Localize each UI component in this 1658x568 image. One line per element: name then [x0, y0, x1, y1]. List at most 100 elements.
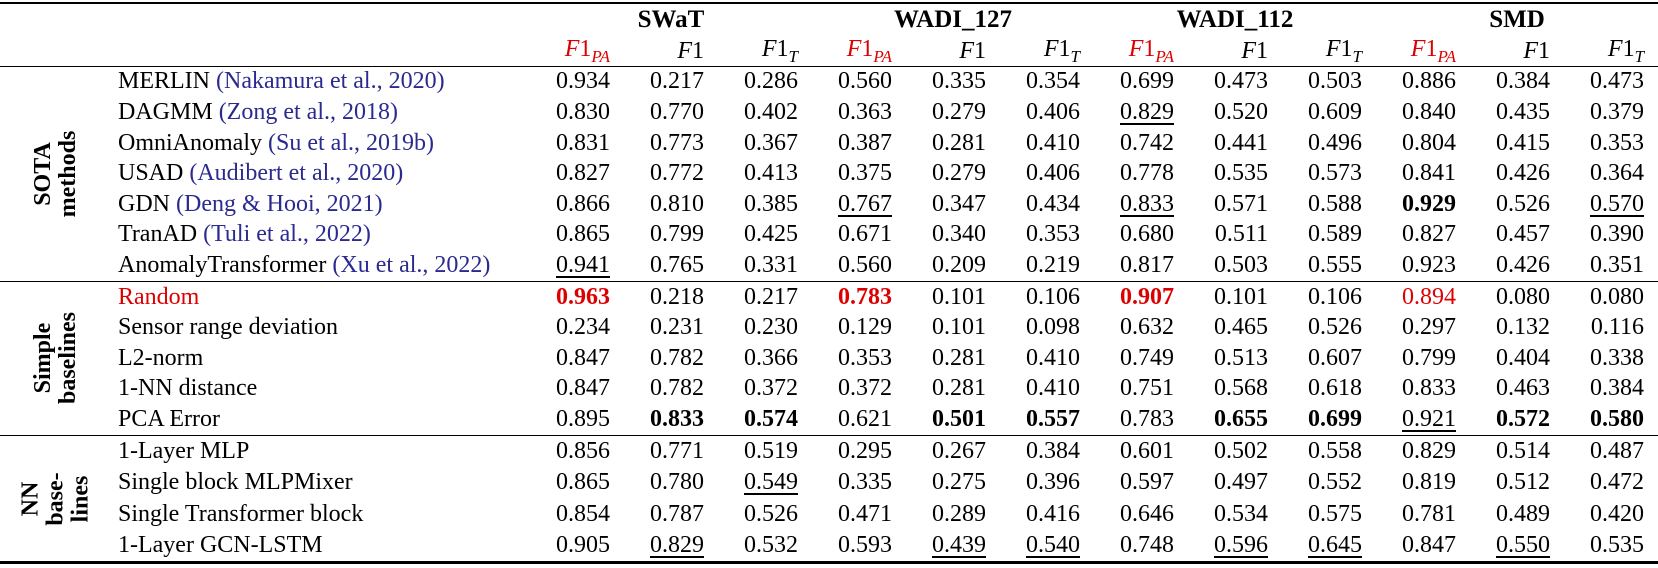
metric-value: 0.471: [838, 500, 892, 527]
metric-value: 0.560: [838, 251, 892, 278]
section-label: Simple baselines: [0, 280, 112, 436]
section-label: SOTA methods: [30, 130, 81, 218]
metric-value: 0.833: [1120, 190, 1174, 217]
metric-value: 0.367: [744, 129, 798, 156]
method-name: AnomalyTransformer (Xu et al., 2022): [118, 251, 491, 278]
metric-value: 0.833: [650, 405, 704, 432]
citation-link[interactable]: (Tuli et al., 2022): [203, 221, 371, 248]
dataset-header-smd: SMD: [1489, 6, 1545, 34]
citation-link[interactable]: (Audibert et al., 2020): [189, 160, 404, 187]
metric-value: 0.894: [1376, 280, 1471, 313]
table-row: NN base-lines 1-Layer MLP 0.856 0.771 0.519 0.…: [0, 434, 1658, 563]
metric-value: 0.646: [1120, 500, 1174, 527]
metric-value: 0.353: [1590, 129, 1645, 156]
metric-value: 0.550: [1496, 532, 1551, 559]
citation-link[interactable]: (Zong et al., 2018): [218, 98, 398, 125]
citation-link[interactable]: (Su et al., 2019b): [268, 129, 434, 156]
metric-value: 0.379: [1590, 98, 1645, 125]
metric-value: 0.338: [1590, 344, 1645, 371]
metric-value: 0.441: [1214, 129, 1268, 156]
citation-link[interactable]: (Xu et al., 2022): [332, 251, 491, 278]
metric-value: 0.426: [1496, 251, 1551, 278]
method-name: PCA Error: [118, 405, 220, 432]
metric-value: 0.351: [1590, 251, 1645, 278]
metric-value: 0.534: [1214, 500, 1268, 527]
method-name: L2-norm: [118, 344, 204, 371]
metric-value: 0.080: [1470, 280, 1565, 313]
metric-value: 0.847: [556, 344, 610, 371]
table-row: DAGMM (Zong et al., 2018) 0.830 0.770 0.402…: [0, 97, 1658, 128]
metric-value: 0.886: [1402, 68, 1457, 95]
metric-value: 0.905: [556, 532, 610, 559]
metric-value: 0.671: [838, 221, 892, 248]
metric-value: 0.275: [932, 469, 986, 496]
metric-value: 0.699: [1120, 68, 1174, 95]
metric-value: 0.463: [1496, 375, 1551, 402]
metric-value: 0.817: [1120, 251, 1174, 278]
table-row: GDN (Deng & Hooi, 2021) 0.866 0.810 0.385 0.…: [0, 189, 1658, 220]
metric-value: 0.420: [1590, 500, 1645, 527]
metric-value: 0.281: [932, 375, 986, 402]
method-name: USAD (Audibert et al., 2020): [118, 160, 404, 187]
method-name: GDN (Deng & Hooi, 2021): [118, 190, 383, 217]
metric-value: 0.472: [1590, 469, 1645, 496]
metric-value: 0.384: [1000, 434, 1094, 468]
method-name: OmniAnomaly (Su et al., 2019b): [118, 129, 434, 156]
metric-value: 0.810: [650, 190, 704, 217]
metric-value: 0.129: [838, 314, 892, 341]
metric-value: 0.526: [744, 500, 798, 527]
section-label: NN base-lines: [0, 434, 112, 563]
metric-value: 0.833: [1402, 375, 1457, 402]
metric-value: 0.609: [1308, 98, 1363, 125]
method-name: TranAD (Tuli et al., 2022): [118, 221, 371, 248]
metric-value: 0.781: [1402, 500, 1457, 527]
section-simplebaselines: Simple baselines Random 0.963 0.218 0.217 0.78…: [0, 280, 1658, 436]
metric-value: 0.831: [556, 129, 610, 156]
metric-value: 0.841: [1402, 160, 1457, 187]
metric-value: 0.645: [1308, 532, 1363, 559]
metric-value: 0.295: [812, 434, 906, 468]
metric-value: 0.607: [1308, 344, 1363, 371]
metric-value: 0.827: [556, 160, 610, 187]
table-row: Simple baselines Random 0.963 0.218 0.217 0.78…: [0, 280, 1658, 436]
metric-value: 0.511: [1214, 221, 1268, 248]
metric-value: 0.799: [650, 221, 704, 248]
metric-value: 0.827: [1402, 221, 1457, 248]
metric-value: 0.501: [932, 405, 986, 432]
table-row: AnomalyTransformer (Xu et al., 2022) 0.94…: [0, 250, 1658, 281]
metric-header-f1-t: F1T: [1607, 36, 1645, 66]
metric-value: 0.435: [1496, 98, 1551, 125]
header-spacer: [0, 3, 530, 37]
method-name: 1-Layer MLP: [112, 434, 530, 468]
metric-value: 0.866: [556, 190, 610, 217]
metric-value: 0.217: [650, 68, 704, 95]
metric-value: 0.535: [1590, 532, 1645, 559]
metric-value: 0.519: [718, 434, 812, 468]
metric-value: 0.387: [838, 129, 892, 156]
metric-header-f1-t: F1T: [1043, 36, 1080, 66]
metric-value: 0.923: [1402, 251, 1457, 278]
metric-value: 0.799: [1402, 344, 1457, 371]
metric-value: 0.787: [650, 500, 704, 527]
metric-value: 0.335: [838, 469, 892, 496]
metric-value: 0.116: [1590, 314, 1645, 341]
citation-link[interactable]: (Deng & Hooi, 2021): [176, 190, 383, 217]
metric-value: 0.575: [1308, 500, 1363, 527]
metric-value: 0.778: [1120, 160, 1174, 187]
metric-value: 0.489: [1496, 500, 1551, 527]
metric-value: 0.549: [744, 469, 798, 496]
citation-link[interactable]: (Nakamura et al., 2020): [216, 68, 445, 95]
metric-value: 0.819: [1402, 469, 1457, 496]
metric-value: 0.514: [1470, 434, 1565, 468]
metric-value: 0.558: [1282, 434, 1377, 468]
table-header: SWaT WADI_127 WADI_112 SMD F1PA F1 F1T F1PA F1 F1…: [0, 3, 1658, 67]
table-row: L2-norm 0.847 0.782 0.366 0.353 0.281 0.410 0.7…: [0, 343, 1658, 374]
metric-value: 0.209: [932, 251, 986, 278]
metric-value: 0.363: [838, 98, 892, 125]
metric-value: 0.375: [838, 160, 892, 187]
metric-value: 0.366: [744, 344, 798, 371]
metric-value: 0.106: [1000, 280, 1094, 313]
metric-header-f1-pa: F1PA: [1410, 36, 1457, 66]
metric-value: 0.219: [1026, 251, 1080, 278]
